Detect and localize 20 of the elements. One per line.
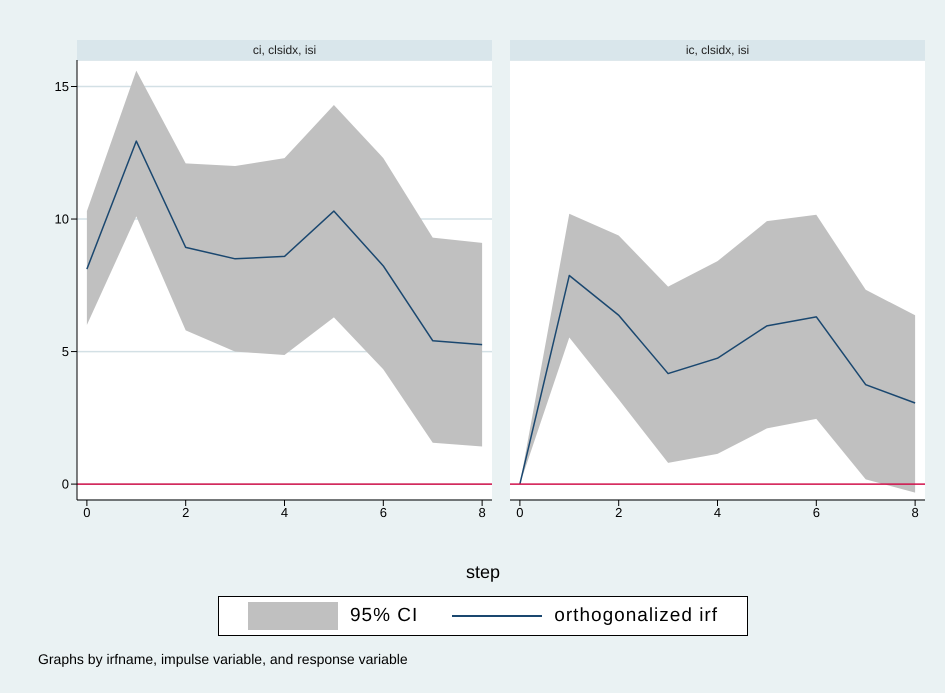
y-tick-label: 5 (62, 344, 69, 360)
legend-title: 95% CI (350, 605, 420, 627)
y-tick-label: 15 (54, 79, 69, 94)
x-tick-label: 4 (280, 505, 288, 520)
y-tick-label: 10 (54, 212, 69, 227)
x-tick-label: 8 (912, 505, 919, 520)
legend-label: orthogonalized irf (554, 605, 718, 627)
x-tick-label: 8 (478, 505, 486, 520)
text: Graphs by irfname, impulse variable, and response variable (38, 651, 408, 667)
x-tick-label: 0 (83, 505, 90, 520)
x-tick-label: 6 (380, 505, 387, 520)
x-tick-label: 0 (516, 505, 524, 520)
x-tick-label: 2 (615, 505, 622, 520)
chart-title: ic, clsidx, isi (510, 40, 925, 60)
x-tick-label: 6 (812, 505, 820, 520)
chart-title: ci, clsidx, isi (77, 40, 492, 60)
x-tick-label: 4 (714, 505, 722, 520)
x-tick-label: 2 (182, 505, 190, 520)
y-tick-label: 0 (62, 476, 69, 492)
x-axis-title: step (464, 562, 502, 583)
